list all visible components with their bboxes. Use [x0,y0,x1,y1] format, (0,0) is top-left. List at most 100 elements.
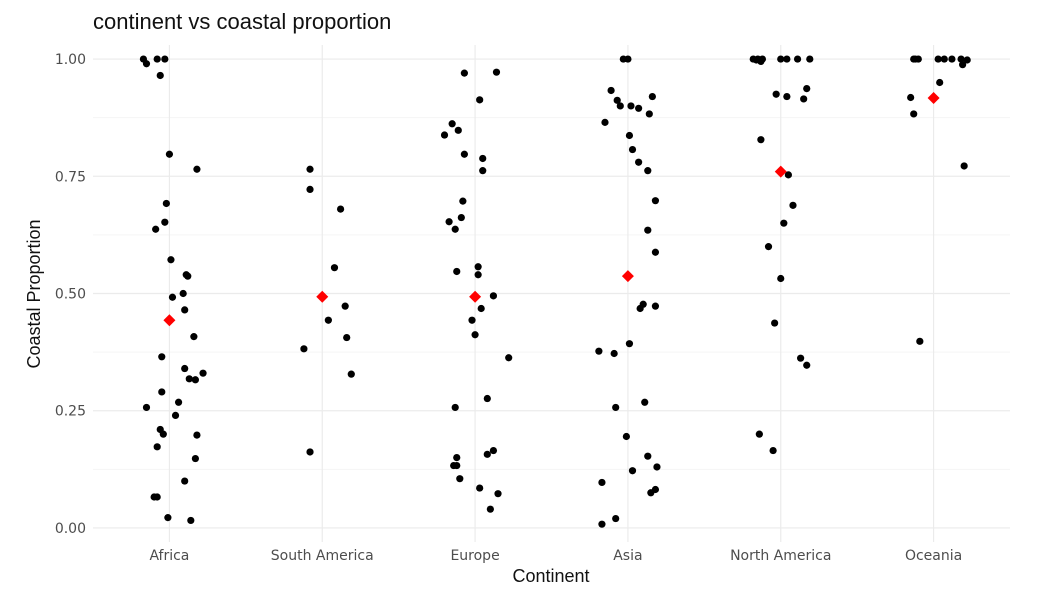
data-point [191,454,199,463]
data-point [651,302,660,310]
data-point [161,55,169,63]
data-point [916,337,924,345]
data-point [489,292,498,300]
data-point [764,243,773,251]
data-point [645,110,653,118]
data-point [483,450,491,458]
data-point [616,102,624,110]
data-point [445,218,453,226]
data-point [159,430,167,438]
data-point [453,461,461,470]
data-point [624,55,632,63]
data-point [757,57,765,66]
data-point [181,364,189,373]
mean-marker [927,91,940,104]
data-point [453,454,461,462]
data-point [300,345,308,353]
data-point [454,126,462,134]
data-point [625,131,634,140]
data-point [158,388,166,396]
data-point [460,150,468,158]
data-point [644,226,652,234]
data-point [456,475,464,483]
chart-title: continent vs coastal proportion [93,9,391,34]
data-point [191,376,199,384]
data-point [174,398,183,406]
data-point [181,306,189,314]
data-point [167,256,175,264]
data-point [789,201,797,209]
data-point [150,493,158,501]
data-point [797,354,805,362]
data-point [651,197,660,205]
data-point [627,102,635,110]
y-tick-label: 0.75 [55,169,86,185]
data-point [948,55,956,63]
data-point [156,71,164,80]
data-point [505,354,513,362]
data-point [636,304,644,313]
data-point [451,403,459,412]
data-point [771,319,779,327]
data-point [644,452,652,460]
data-point [479,154,487,163]
data-point [612,403,620,412]
data-point [324,316,332,324]
data-point [185,375,193,383]
data-point [625,340,634,348]
data-point [628,467,637,475]
y-tick-labels: 0.00 0.25 0.50 0.75 1.00 [55,52,86,537]
data-point [635,104,643,112]
data-point [164,514,172,522]
data-point [803,361,811,369]
data-point [641,398,649,406]
data-point [168,293,177,301]
data-point [806,55,814,63]
data-point [936,78,944,87]
data-point [483,394,491,403]
data-point [492,68,501,76]
data-point [193,165,201,173]
data-point [959,61,967,69]
data-point [187,516,195,525]
points-layer [139,55,971,528]
x-tick-label: Africa [149,548,189,564]
data-point [468,316,476,324]
data-point [607,86,615,95]
data-point [777,55,785,63]
data-point [165,150,174,158]
data-point [336,205,345,213]
data-point [601,118,609,126]
data-point [459,197,467,205]
data-point [306,185,314,194]
data-point [651,248,660,256]
data-point [783,92,791,101]
data-point [347,370,355,378]
data-point [476,484,484,492]
x-tick-label: South America [271,548,374,564]
data-point [648,92,656,101]
data-point [780,219,788,227]
data-point [476,96,484,104]
data-point [190,333,198,341]
mean-marker [163,314,176,327]
data-point [193,431,201,439]
data-point [153,55,161,63]
data-point [598,520,606,528]
data-point [755,430,763,438]
data-point [757,136,765,144]
data-point [457,213,465,222]
data-point [343,333,351,342]
data-point [769,446,777,455]
data-point [793,55,802,63]
y-tick-label: 0.00 [55,521,86,537]
mean-marker [316,290,329,303]
data-point [907,93,915,102]
data-point [341,302,349,310]
y-tick-label: 0.50 [55,287,86,303]
means-layer [163,91,940,327]
data-point [181,477,189,485]
mean-marker [621,270,634,283]
data-point [622,432,630,441]
